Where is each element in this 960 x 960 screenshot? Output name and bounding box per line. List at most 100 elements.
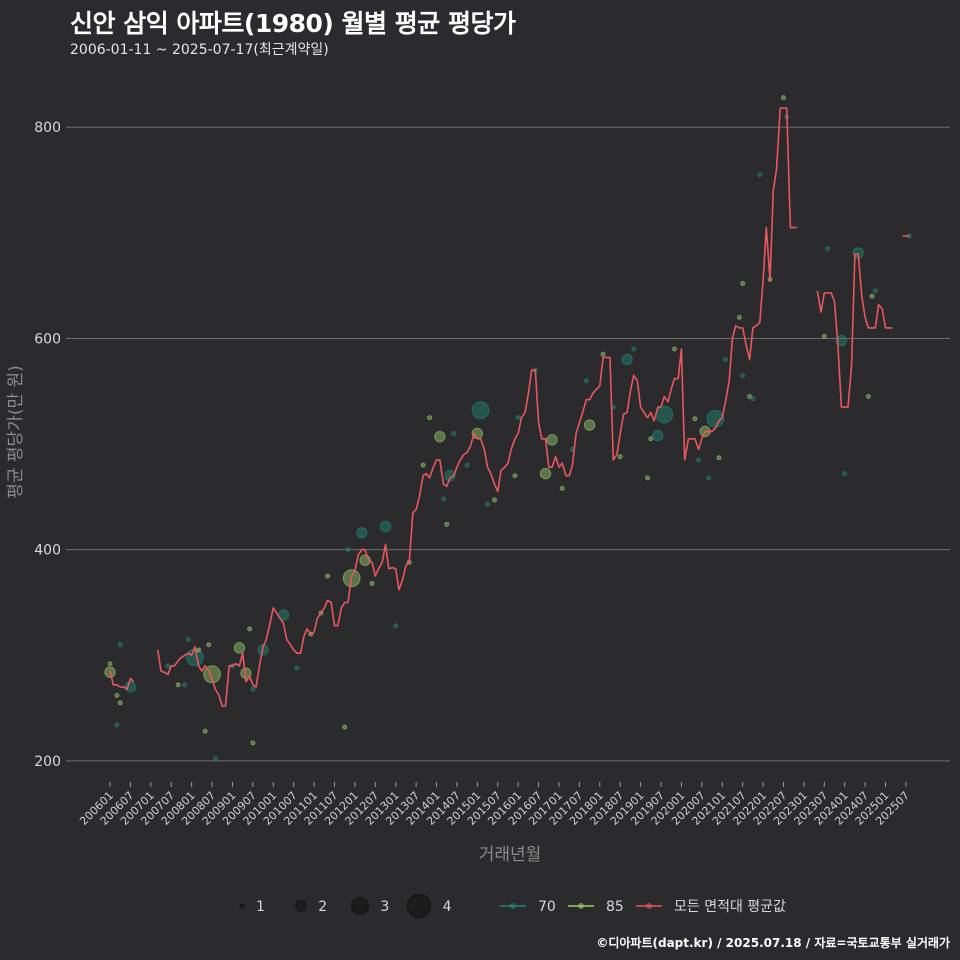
chart-subtitle: 2006-01-11 ~ 2025-07-17(최근계약일) xyxy=(70,42,329,58)
bubble-point xyxy=(342,724,348,730)
bubble-point xyxy=(617,454,623,460)
bubble-point xyxy=(825,246,831,252)
legend-size-label: 2 xyxy=(318,899,327,915)
source-caption: ©디아파트(dapt.kr) / 2025.07.18 / 자료=국토교통부 실… xyxy=(596,936,950,950)
bubble-point xyxy=(202,728,208,734)
bubble-point xyxy=(250,686,256,692)
bubble-point xyxy=(872,288,878,294)
legend-size-label: 3 xyxy=(380,899,389,915)
x-axis-label: 거래년월 xyxy=(479,845,542,865)
legend-point-swatch xyxy=(510,903,516,909)
bubble-point xyxy=(723,357,729,363)
bubble-point xyxy=(835,334,848,347)
bubble-point xyxy=(185,648,204,667)
average-line-segment xyxy=(816,253,893,408)
bubble-point xyxy=(652,429,664,442)
bubble-point xyxy=(233,642,246,654)
bubble-point xyxy=(420,462,426,468)
y-tick-label: 200 xyxy=(34,754,61,770)
bubble-point xyxy=(515,415,521,421)
bubble-point xyxy=(250,740,256,746)
bubble-point xyxy=(740,372,746,378)
bubble-point xyxy=(247,626,253,632)
bubble-point xyxy=(865,394,871,400)
legend: 1 2 3 4 70 85 모든 면적대 평균값 xyxy=(239,893,786,919)
bubble-point xyxy=(780,95,786,101)
bubble-point xyxy=(559,485,565,491)
legend-point-swatch xyxy=(646,903,652,909)
bubble-point xyxy=(182,682,188,688)
bubble-point xyxy=(206,642,212,648)
legend-group-label: 70 xyxy=(538,899,556,915)
bubble-point xyxy=(124,681,137,693)
bubble-point xyxy=(444,521,450,527)
bubble-point xyxy=(539,467,552,480)
bubble-point xyxy=(648,436,654,442)
bubble-point xyxy=(107,661,113,667)
bubble-point xyxy=(464,462,470,468)
gridlines xyxy=(66,126,950,762)
bubble-point xyxy=(645,475,651,481)
bubble-point xyxy=(165,663,171,669)
bubble-point xyxy=(583,419,596,431)
bubble-point xyxy=(114,692,120,698)
bubble-point xyxy=(671,346,677,352)
bubble-point xyxy=(369,580,375,586)
bubble-point xyxy=(451,431,457,436)
bubble-point xyxy=(325,573,331,579)
bubble-point xyxy=(621,353,633,366)
average-line-segment xyxy=(109,670,135,690)
bubble-point xyxy=(356,527,368,539)
bubble-point xyxy=(757,172,763,178)
bubble-point xyxy=(471,401,490,420)
bubble-point xyxy=(427,415,433,421)
bubble-point xyxy=(185,636,191,642)
bubble-point xyxy=(485,501,491,507)
legend-size-marker xyxy=(406,893,432,919)
y-tick-label: 400 xyxy=(34,543,61,559)
data-bubbles xyxy=(104,95,912,762)
bubble-point xyxy=(379,520,392,533)
legend-size-marker xyxy=(295,900,307,912)
bubble-point xyxy=(696,457,702,463)
bubble-point xyxy=(600,351,606,357)
bubble-point xyxy=(546,434,558,446)
bubble-point xyxy=(117,700,123,706)
bubble-point xyxy=(512,473,518,479)
bubble-point xyxy=(175,682,181,688)
bubble-point xyxy=(393,623,399,629)
x-axis: 2006012006072007012007072008012008072009… xyxy=(77,782,912,828)
y-axis-label: 평균 평당가(만 원) xyxy=(6,365,26,499)
bubble-point xyxy=(716,455,722,461)
bubble-point xyxy=(440,496,446,502)
y-axis: 200 400 600 800 xyxy=(34,120,61,770)
bubble-point xyxy=(434,430,446,443)
legend-group-label: 85 xyxy=(606,899,624,915)
bubble-point xyxy=(842,471,848,477)
bubble-point xyxy=(117,642,123,648)
bubble-point xyxy=(345,547,351,553)
bubble-point xyxy=(444,470,456,482)
bubble-point xyxy=(750,396,756,402)
bubble-point xyxy=(869,293,875,299)
bubble-point xyxy=(655,405,674,424)
chart-title: 신안 삼익 아파트(1980) 월별 평균 평당가 xyxy=(70,9,516,38)
legend-size-marker xyxy=(239,903,245,909)
legend-size-marker xyxy=(351,897,369,915)
bubble-point xyxy=(692,416,698,422)
bubble-point xyxy=(114,722,120,728)
legend-size-label: 4 xyxy=(443,899,452,915)
average-line xyxy=(109,107,910,707)
bubble-point xyxy=(706,475,712,481)
y-tick-label: 600 xyxy=(34,331,61,347)
bubble-point xyxy=(583,378,589,384)
bubble-point xyxy=(294,665,300,671)
bubble-point xyxy=(736,314,742,320)
y-tick-label: 800 xyxy=(34,120,61,136)
average-line-segment xyxy=(157,107,797,707)
legend-group-label: 모든 면적대 평균값 xyxy=(674,899,786,915)
bubble-point xyxy=(196,647,202,653)
bubble-point xyxy=(740,281,746,287)
bubble-point xyxy=(212,756,218,762)
